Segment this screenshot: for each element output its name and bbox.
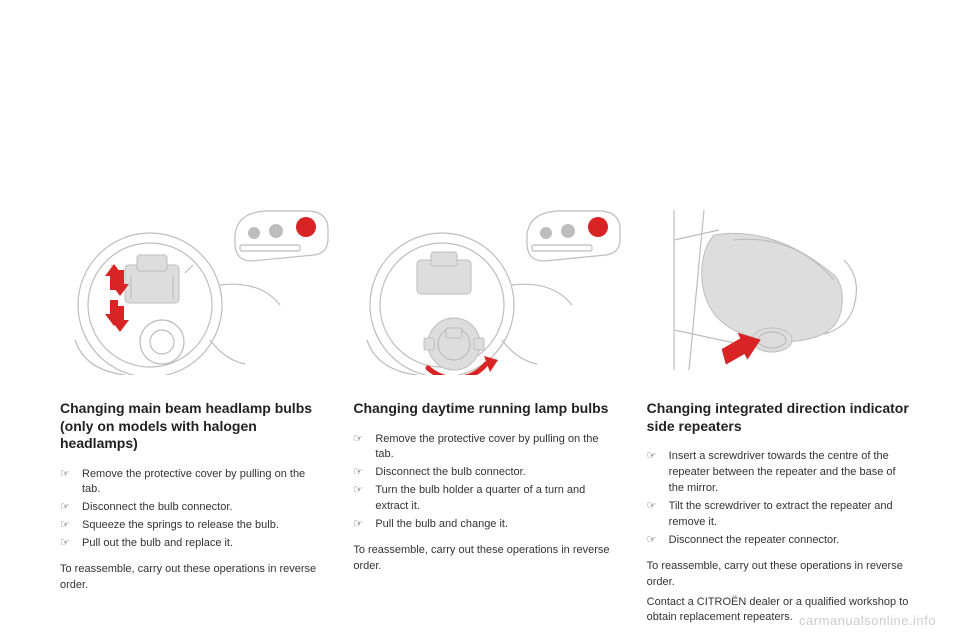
step-item: ☞Disconnect the bulb connector. [353,465,616,481]
bullet-icon: ☞ [353,432,375,464]
bullet-icon: ☞ [353,465,375,481]
step-item: ☞Tilt the screwdriver to extract the rep… [647,499,910,531]
bullet-icon: ☞ [60,467,82,499]
steps-main-beam: ☞Remove the protective cover by pulling … [60,467,323,555]
step-text: Pull out the bulb and replace it. [82,536,233,552]
steps-side-repeater: ☞Insert a screwdriver towards the centre… [647,449,910,551]
step-text: Pull the bulb and change it. [375,517,508,533]
heading-drl: Changing daytime running lamp bulbs [353,400,616,418]
bullet-icon: ☞ [647,533,669,549]
step-item: ☞Insert a screwdriver towards the centre… [647,449,910,497]
figure-side-repeater [644,200,914,375]
step-item: ☞Pull the bulb and change it. [353,517,616,533]
step-item: ☞Pull out the bulb and replace it. [60,536,323,552]
bullet-icon: ☞ [60,500,82,516]
bullet-icon: ☞ [647,499,669,531]
heading-main-beam: Changing main beam headlamp bulbs (only … [60,400,323,453]
watermark: carmanualsonline.info [799,613,936,628]
bullet-icon: ☞ [60,536,82,552]
tail-text: To reassemble, carry out these operation… [647,559,910,591]
step-item: ☞Remove the protective cover by pulling … [353,432,616,464]
step-text: Disconnect the bulb connector. [82,500,232,516]
bullet-icon: ☞ [353,517,375,533]
heading-side-repeater: Changing integrated direction indicator … [647,400,910,435]
step-item: ☞Remove the protective cover by pulling … [60,467,323,499]
step-text: Disconnect the bulb connector. [375,465,525,481]
step-item: ☞Squeeze the springs to release the bulb… [60,518,323,534]
step-text: Remove the protective cover by pulling o… [82,467,323,499]
step-item: ☞Turn the bulb holder a quarter of a tur… [353,483,616,515]
step-text: Insert a screwdriver towards the centre … [669,449,910,497]
step-text: Tilt the screwdriver to extract the repe… [669,499,910,531]
tail-text: To reassemble, carry out these operation… [60,562,323,594]
figure-daytime-running [352,200,622,375]
step-item: ☞Disconnect the repeater connector. [647,533,910,549]
steps-drl: ☞Remove the protective cover by pulling … [353,432,616,536]
tail-text: To reassemble, carry out these operation… [353,543,616,575]
bullet-icon: ☞ [647,449,669,497]
manual-page: Changing main beam headlamp bulbs (only … [0,0,960,640]
bullet-icon: ☞ [60,518,82,534]
step-text: Remove the protective cover by pulling o… [375,432,616,464]
figure-main-beam [60,200,330,375]
step-item: ☞Disconnect the bulb connector. [60,500,323,516]
bullet-icon: ☞ [353,483,375,515]
step-text: Disconnect the repeater connector. [669,533,840,549]
step-text: Turn the bulb holder a quarter of a turn… [375,483,616,515]
step-text: Squeeze the springs to release the bulb. [82,518,279,534]
